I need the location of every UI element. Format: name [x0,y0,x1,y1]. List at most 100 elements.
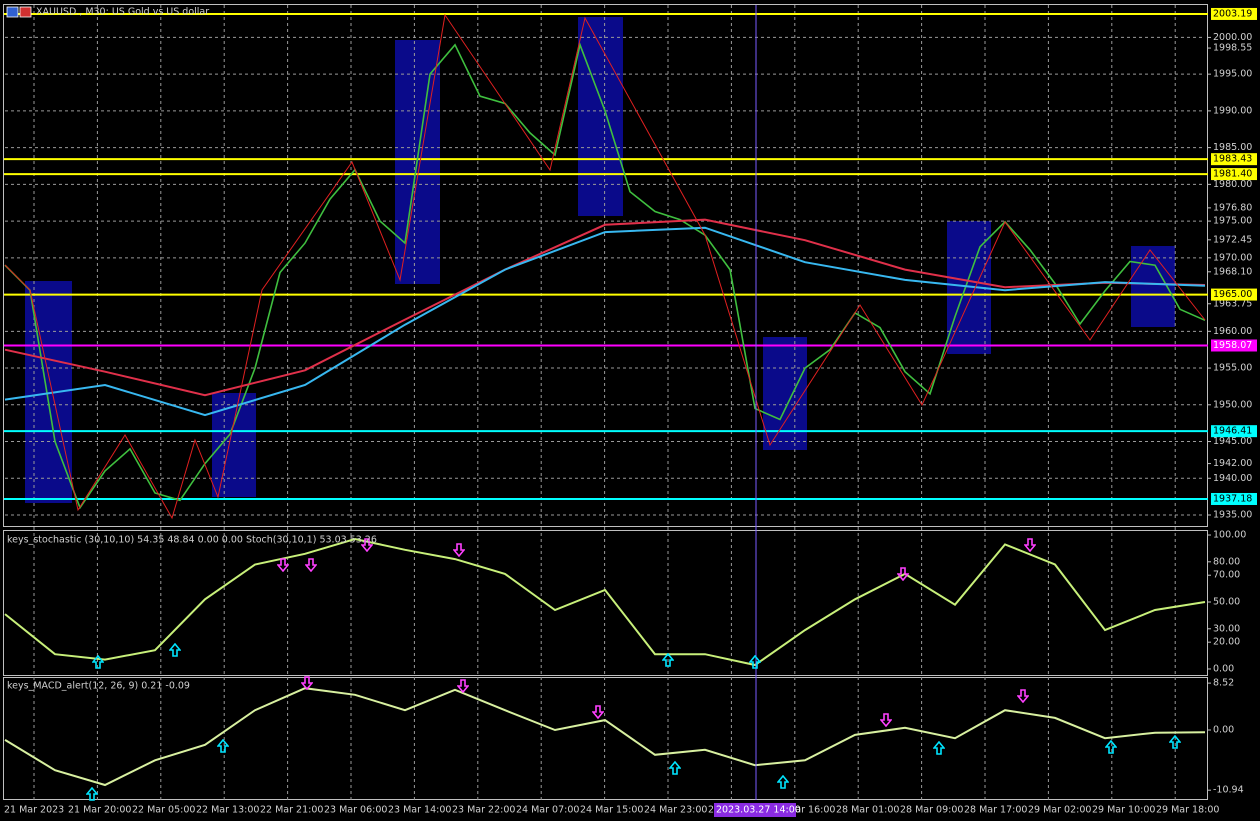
y-tick-label: 1963.75 [1213,298,1252,309]
y-tick-label: 1960.00 [1213,326,1252,337]
y-tick-label: 1972.45 [1213,234,1252,245]
level-label: 1937.18 [1213,493,1252,504]
y-tick-label: 1970.00 [1213,252,1252,263]
y-tick-label: 1950.00 [1213,399,1252,410]
plot-layer [4,12,1208,787]
level-label: 1981.40 [1213,169,1252,180]
sell-arrow [1024,538,1036,552]
zigzag [4,13,1206,520]
vertical-grid [33,5,1176,800]
x-tick-label: 22 Mar 05:00 [132,805,195,816]
series-line [4,537,1206,667]
level-label-bg [1211,425,1257,438]
icon-part [19,6,32,18]
x-tick-label: 23 Mar 06:00 [324,805,387,816]
y-tick-label: 100.00 [1213,530,1246,541]
sell-arrow [453,543,465,557]
y-tick-label: 30.00 [1213,623,1240,634]
y-tick-label: 50.00 [1213,596,1240,607]
level-label: 2003.19 [1213,8,1252,19]
level-label: 1965.00 [1213,289,1252,300]
x-tick-label: 28 Mar 09:00 [900,805,963,816]
y-tick-label: 1945.00 [1213,436,1252,447]
crosshair-label-bg [714,803,796,817]
x-tick-label: 21 Mar 20:00 [68,805,131,816]
symbol-icon [6,6,32,18]
x-tick-label: 22 Mar 13:00 [196,805,259,816]
panel-frames [3,4,1208,800]
y-tick-label: 1968.10 [1213,266,1252,277]
stoch-frame [3,530,1208,676]
series-line [4,218,1206,397]
y-tick-label: 8.52 [1213,678,1234,689]
sell-arrow [1017,689,1029,703]
x-tick-label: 29 Mar 18:00 [1156,805,1219,816]
buy-arrow [1105,740,1117,754]
sell-arrow [277,558,289,572]
sell-arrow [592,705,604,719]
indicator-title: keys_MACD_alert(12, 26, 9) 0.21 -0.09 [7,681,190,692]
x-tick-label: 29 Mar 10:00 [1092,805,1155,816]
buy-arrow [217,739,229,753]
zone [578,17,623,216]
x-tick-label: 24 Mar 23:00 [644,805,707,816]
indicator-title: keys_stochastic (30,10,10) 54.35 48.84 0… [7,535,377,546]
sell-arrow [457,679,469,693]
sell-arrow [305,558,317,572]
y-tick-label: 0.00 [1213,724,1234,735]
x-tick-label: 27 Mar 16:00 [772,805,835,816]
y-tick-label: 1975.00 [1213,216,1252,227]
buy-arrow [933,741,945,755]
buy-arrow [749,655,761,669]
level-label-bg [1211,168,1257,181]
y-tick-label: 1955.00 [1213,363,1252,374]
buy-arrow [777,775,789,789]
y-tick-label: 1976.80 [1213,202,1252,213]
x-tick-label: 23 Mar 14:00 [388,805,451,816]
zone [212,393,256,497]
x-tick-label: 29 Mar 02:00 [1028,805,1091,816]
y-tick-label: 1995.00 [1213,69,1252,80]
series-line [4,226,1206,417]
x-tick-label: 28 Mar 17:00 [964,805,1027,816]
buy-arrow [169,643,181,657]
y-tick-label: 1940.00 [1213,473,1252,484]
level-label: 1983.43 [1213,154,1252,165]
x-tick-label: 24 Mar 07:00 [516,805,579,816]
level-label-bg [1211,7,1257,20]
buy-arrow [669,761,681,775]
y-tick-label: 2000.00 [1213,32,1252,43]
y-tick-label: 1985.00 [1213,142,1252,153]
level-label-bg [1211,339,1257,352]
level-label-bg [1211,492,1257,505]
sell-arrow [880,713,892,727]
x-tick-label: 28 Mar 01:00 [836,805,899,816]
macd-frame [3,677,1208,800]
y-tick-label: 20.00 [1213,637,1240,648]
zones [25,17,1175,503]
x-tick-label: 23 Mar 22:00 [452,805,515,816]
y-tick-label: 80.00 [1213,556,1240,567]
series-line [4,687,1206,787]
level-label: 1946.41 [1213,426,1252,437]
y-tick-label: 1942.00 [1213,458,1252,469]
level-label-bg [1211,288,1257,301]
y-tick-label: 0.00 [1213,663,1234,674]
main-frame [3,4,1208,527]
level-label: 1958.07 [1213,340,1252,351]
chart-title: XAUUSD., M30: US Gold vs US dollar [36,7,209,18]
buy-arrow [86,787,98,801]
y-tick-label: 1935.00 [1213,510,1252,521]
x-tick-label: 22 Mar 21:00 [260,805,323,816]
y-tick-label: 1990.00 [1213,105,1252,116]
signal-arrows [86,538,1181,801]
icon-part [6,6,19,18]
y-tick-label: 70.00 [1213,570,1240,581]
level-label-bg [1211,153,1257,166]
y-tick-label: 1998.55 [1213,43,1252,54]
y-tick-label: 1980.00 [1213,179,1252,190]
zone [763,337,807,450]
